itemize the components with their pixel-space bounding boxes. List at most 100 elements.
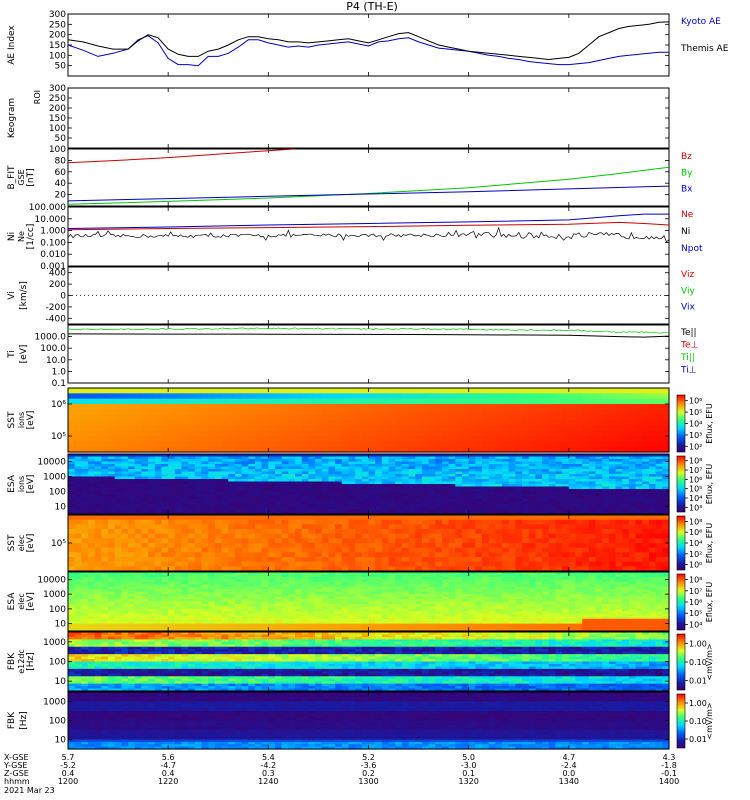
heatmap-cell [355,471,363,475]
heatmap-cell [268,511,276,515]
heatmap-cell [74,471,82,475]
heatmap-cell [128,486,136,490]
heatmap-cell [602,533,610,539]
heatmap-cell [468,484,476,488]
heatmap-cell [461,476,470,480]
heatmap-cell [602,506,610,510]
heatmap-cell [542,499,550,503]
heatmap-cell [615,456,623,460]
heatmap-cell [662,474,670,478]
heatmap-cell [395,461,403,465]
heatmap-cell [381,398,390,405]
heatmap-cell [608,494,617,498]
heatmap-cell [475,420,483,426]
heatmap-cell [121,543,129,549]
heatmap-cell [528,566,537,572]
heatmap-cell [121,486,129,490]
heatmap-cell [301,504,309,508]
heatmap-cell [121,529,129,535]
heatmap-cell [588,515,597,521]
heatmap-cell [88,596,96,600]
heatmap-cell [108,594,116,598]
heatmap-cell [588,506,597,510]
heatmap-cell [648,479,657,483]
heatmap-cell [522,557,530,563]
heatmap-cell [74,489,82,493]
heatmap-cell [522,538,530,544]
heatmap-cell [428,533,436,539]
heatmap-cell [428,489,436,493]
heatmap-cell [214,469,223,473]
heatmap-cell [254,504,263,508]
heatmap-cell [301,501,309,505]
heatmap-cell [301,489,309,493]
heatmap-cell [441,471,450,475]
heatmap-cell [221,561,229,567]
heatmap-cell [595,489,603,493]
heatmap-cell [435,509,443,513]
heatmap-cell [68,586,76,590]
heatmap-cell [148,499,156,503]
heatmap-cell [208,496,216,500]
heatmap-cell [375,519,383,525]
heatmap-cell [408,425,416,432]
heatmap-cell [128,515,136,521]
heatmap-cell [141,574,149,578]
heatmap-cell [295,414,303,421]
y-tick-label: 100 [49,124,66,134]
heatmap-cell [395,466,403,470]
heatmap-cell [495,388,503,394]
heatmap-cell [261,529,269,535]
heatmap-cell [208,420,216,426]
heatmap-cell [261,388,269,394]
heatmap-cell [355,509,363,513]
heatmap-cell [368,561,376,567]
heatmap-cell [508,511,517,515]
heatmap-cell [662,547,670,553]
heatmap-cell [254,425,263,432]
heatmap-cell [502,436,510,442]
heatmap-cell [602,566,610,572]
heatmap-cell [288,561,296,567]
heatmap-cell [248,441,256,448]
heatmap-cell [74,474,82,478]
heatmap-cell [74,484,82,488]
heatmap-cell [642,464,650,468]
heatmap-cell [488,543,496,549]
heatmap-cell [134,491,143,495]
heatmap-cell [508,476,517,480]
heatmap-cell [355,420,363,426]
heatmap-cell [568,547,577,553]
heatmap-cell [361,491,370,495]
heatmap-cell [301,494,309,498]
heatmap-cell [642,506,650,510]
heatmap-cell [635,489,643,493]
heatmap-cell [635,481,643,485]
heatmap-cell [615,496,623,500]
heatmap-cell [268,474,276,478]
heatmap-cell [375,509,383,513]
heatmap-cell [148,511,156,515]
heatmap-cell [361,388,370,394]
heatmap-cell [401,425,410,432]
heatmap-cell [281,491,289,495]
heatmap-cell [441,459,450,463]
heatmap-cell [348,441,356,448]
heatmap-cell [461,404,470,410]
heatmap-cell [288,501,296,505]
heatmap-cell [368,461,376,465]
heatmap-cell [241,398,249,405]
heatmap-cell [161,496,169,500]
heatmap-cell [655,441,663,448]
heatmap-cell [568,430,577,437]
heatmap-cell [68,594,76,598]
heatmap-cell [281,481,289,485]
heatmap-cell [321,430,330,437]
heatmap-cell [134,409,143,416]
heatmap-cell [475,557,483,563]
series-line-npot [67,213,669,229]
heatmap-cell [642,454,650,458]
heatmap-cell [435,519,443,525]
heatmap-cell [114,491,123,495]
